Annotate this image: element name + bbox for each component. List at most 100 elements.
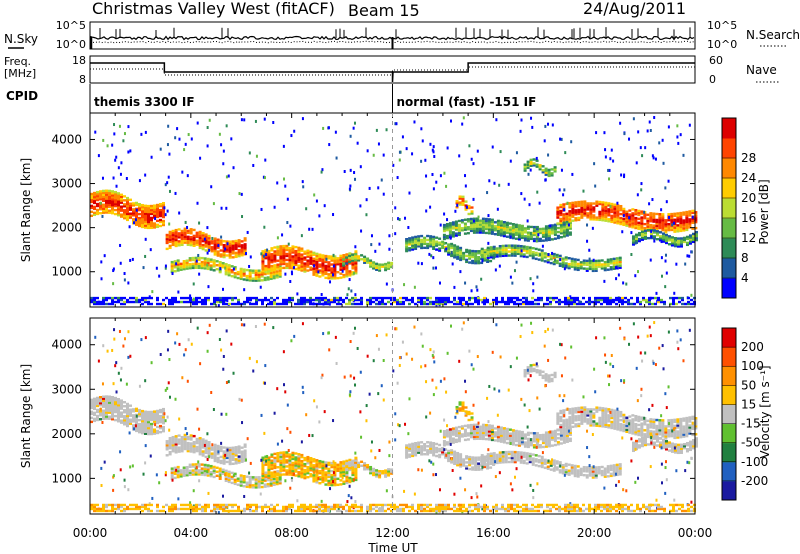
velocity-cell — [469, 435, 473, 439]
velocity-cell — [234, 462, 238, 465]
power-cell — [481, 227, 485, 230]
power-cell — [315, 266, 319, 269]
power-cell — [102, 195, 105, 199]
power-cell — [108, 211, 111, 214]
velocity-cell — [291, 453, 295, 457]
power-cell — [123, 215, 126, 218]
power-cell — [560, 137, 563, 141]
velocity-cell — [426, 441, 430, 444]
velocity-cell — [162, 421, 165, 425]
power-cell — [672, 221, 675, 225]
power-cell — [408, 241, 412, 244]
power-cell — [378, 300, 381, 304]
velocity-cell — [414, 442, 418, 445]
power-cell — [676, 239, 680, 242]
power-cell — [306, 269, 310, 272]
power-cell — [351, 273, 355, 276]
velocity-cell — [273, 470, 277, 474]
power-cell — [276, 302, 279, 306]
velocity-cell — [456, 451, 460, 455]
power-cell — [468, 253, 472, 256]
power-cell — [102, 300, 105, 304]
cpid-label: CPID — [6, 89, 38, 103]
power-cell — [201, 243, 205, 247]
power-cell — [183, 241, 187, 244]
power-cell — [285, 244, 289, 248]
velocity-cell — [351, 479, 355, 483]
velocity-cell — [475, 423, 479, 426]
power-cell — [432, 145, 435, 149]
velocity-cell — [478, 429, 482, 432]
velocity-cell — [162, 427, 165, 431]
velocity-cell — [288, 471, 292, 474]
power-cell — [435, 298, 438, 302]
velocity-cell — [417, 451, 421, 454]
velocity-cell — [375, 473, 379, 476]
velocity-cell — [411, 448, 415, 452]
velocity-cell — [153, 412, 156, 415]
velocity-cell — [203, 463, 207, 467]
power-cell — [114, 195, 117, 198]
velocity-cell — [225, 456, 229, 460]
power-cell — [603, 268, 607, 272]
power-cell — [102, 298, 105, 302]
velocity-cell — [188, 463, 192, 466]
power-cell — [285, 246, 289, 250]
y-tick-label: 3000 — [51, 177, 82, 191]
velocity-cell — [339, 463, 343, 466]
power-cell — [631, 220, 635, 223]
power-cell — [225, 206, 228, 210]
velocity-cell — [387, 470, 391, 473]
power-cell — [655, 232, 659, 235]
power-cell — [267, 269, 271, 273]
power-cell — [559, 219, 563, 223]
power-cell — [453, 250, 457, 253]
velocity-cell — [254, 480, 258, 483]
power-cell — [555, 255, 559, 259]
power-cell — [679, 215, 683, 219]
velocity-cell — [291, 455, 295, 459]
power-cell — [549, 255, 553, 259]
power-cell — [183, 239, 187, 242]
power-cell — [688, 226, 692, 229]
power-cell — [363, 257, 367, 260]
power-cell — [216, 246, 220, 249]
power-cell — [164, 213, 167, 217]
frequency-trace — [90, 62, 695, 83]
power-cell — [694, 211, 698, 214]
power-cell — [556, 216, 560, 219]
power-cell — [562, 213, 566, 216]
power-cell — [108, 302, 111, 306]
power-cell — [612, 265, 616, 268]
power-cell — [445, 236, 449, 240]
power-cell — [459, 254, 463, 258]
power-cell — [589, 204, 593, 207]
power-cell — [568, 221, 572, 224]
power-cell — [396, 298, 399, 302]
velocity-cell — [276, 454, 280, 457]
velocity-cell — [90, 406, 93, 410]
power-cell — [354, 272, 358, 275]
power-cell — [593, 162, 596, 166]
power-cell — [661, 228, 665, 232]
velocity-cell — [547, 434, 551, 438]
power-cell — [618, 266, 622, 269]
velocity-cell — [496, 437, 500, 441]
power-cell — [332, 213, 335, 217]
power-cell — [526, 219, 529, 223]
power-cell — [435, 300, 438, 304]
power-cell — [210, 248, 214, 251]
power-cell — [108, 199, 111, 202]
velocity-cell — [474, 460, 478, 463]
power-cell — [601, 203, 605, 206]
velocity-cell — [147, 428, 150, 432]
velocity-cell — [342, 462, 346, 465]
power-cell — [305, 207, 308, 211]
power-cell — [339, 298, 342, 302]
power-cell — [347, 287, 350, 291]
velocity-cell — [306, 457, 310, 461]
power-cell — [664, 235, 668, 239]
power-cell — [282, 246, 286, 250]
power-cell — [279, 261, 283, 264]
power-cell — [607, 202, 611, 205]
